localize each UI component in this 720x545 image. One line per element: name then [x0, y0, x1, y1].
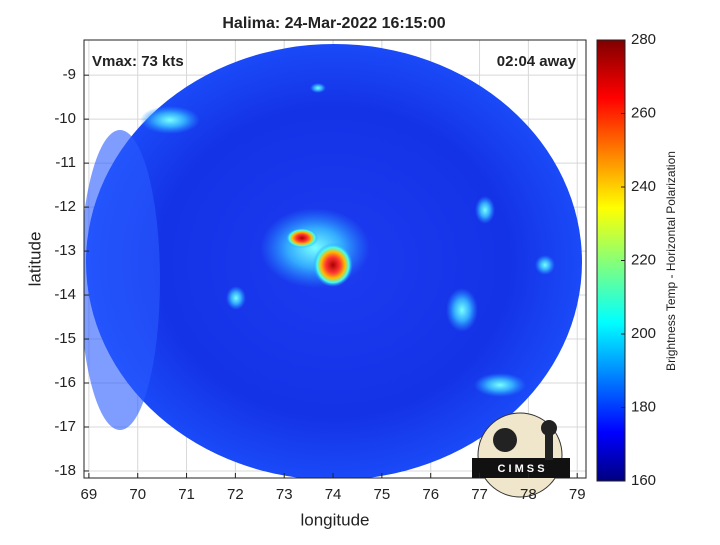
x-tick-label: 73	[276, 486, 293, 503]
cloud	[260, 208, 370, 288]
x-tick-label: 74	[325, 486, 342, 503]
cloud	[310, 83, 326, 93]
annotation: 02:04 away	[497, 53, 577, 70]
x-tick-label: 70	[129, 486, 146, 503]
x-axis-label: longitude	[300, 510, 369, 529]
y-tick-label: -14	[54, 286, 76, 303]
colorbar-tick-label: 220	[631, 251, 656, 268]
y-tick-label: -17	[54, 418, 76, 435]
x-tick-label: 79	[569, 486, 586, 503]
x-tick-label: 76	[422, 486, 439, 503]
x-tick-label: 69	[81, 486, 98, 503]
x-tick-label: 78	[520, 486, 537, 503]
y-tick-label: -10	[54, 110, 76, 127]
annotation: Vmax: 73 kts	[92, 53, 184, 70]
y-tick-label: -13	[54, 242, 76, 259]
imagery	[84, 44, 582, 478]
x-tick-label: 71	[178, 486, 195, 503]
cloud	[535, 255, 555, 275]
x-tick-label: 77	[471, 486, 488, 503]
colorbar-tick-label: 200	[631, 325, 656, 342]
colorbar-label: Brightness Temp - Horizontal Polarizatio…	[664, 151, 678, 371]
logo-text: C I M S S	[497, 463, 544, 475]
colorbar	[596, 39, 626, 482]
title: Halima: 24-Mar-2022 16:15:00	[222, 15, 445, 32]
swath-edge	[84, 130, 160, 430]
cloud	[474, 373, 526, 397]
colorbar-tick-label: 280	[631, 31, 656, 48]
y-tick-label: -16	[54, 374, 76, 391]
colorbar-tick-label: 160	[631, 472, 656, 489]
y-tick-label: -18	[54, 462, 76, 479]
y-tick-label: -11	[55, 154, 76, 171]
rainband	[286, 228, 318, 248]
cloud	[475, 196, 495, 224]
eyewall	[313, 243, 353, 287]
x-tick-label: 75	[374, 486, 391, 503]
colorbar-tick-label: 260	[631, 104, 656, 121]
colorbar-tick-label: 180	[631, 398, 656, 415]
y-axis-label: latitude	[25, 232, 44, 287]
y-tick-label: -9	[63, 66, 76, 83]
x-tick-label: 72	[227, 486, 244, 503]
cloud	[226, 286, 246, 310]
logo: C I M S S	[472, 412, 570, 498]
plot-frame	[83, 39, 587, 479]
colorbar-tick-label: 240	[631, 178, 656, 195]
y-tick-label: -15	[54, 330, 76, 347]
y-tick-label: -12	[54, 198, 76, 215]
cloud	[446, 288, 478, 332]
cloud	[140, 106, 200, 134]
